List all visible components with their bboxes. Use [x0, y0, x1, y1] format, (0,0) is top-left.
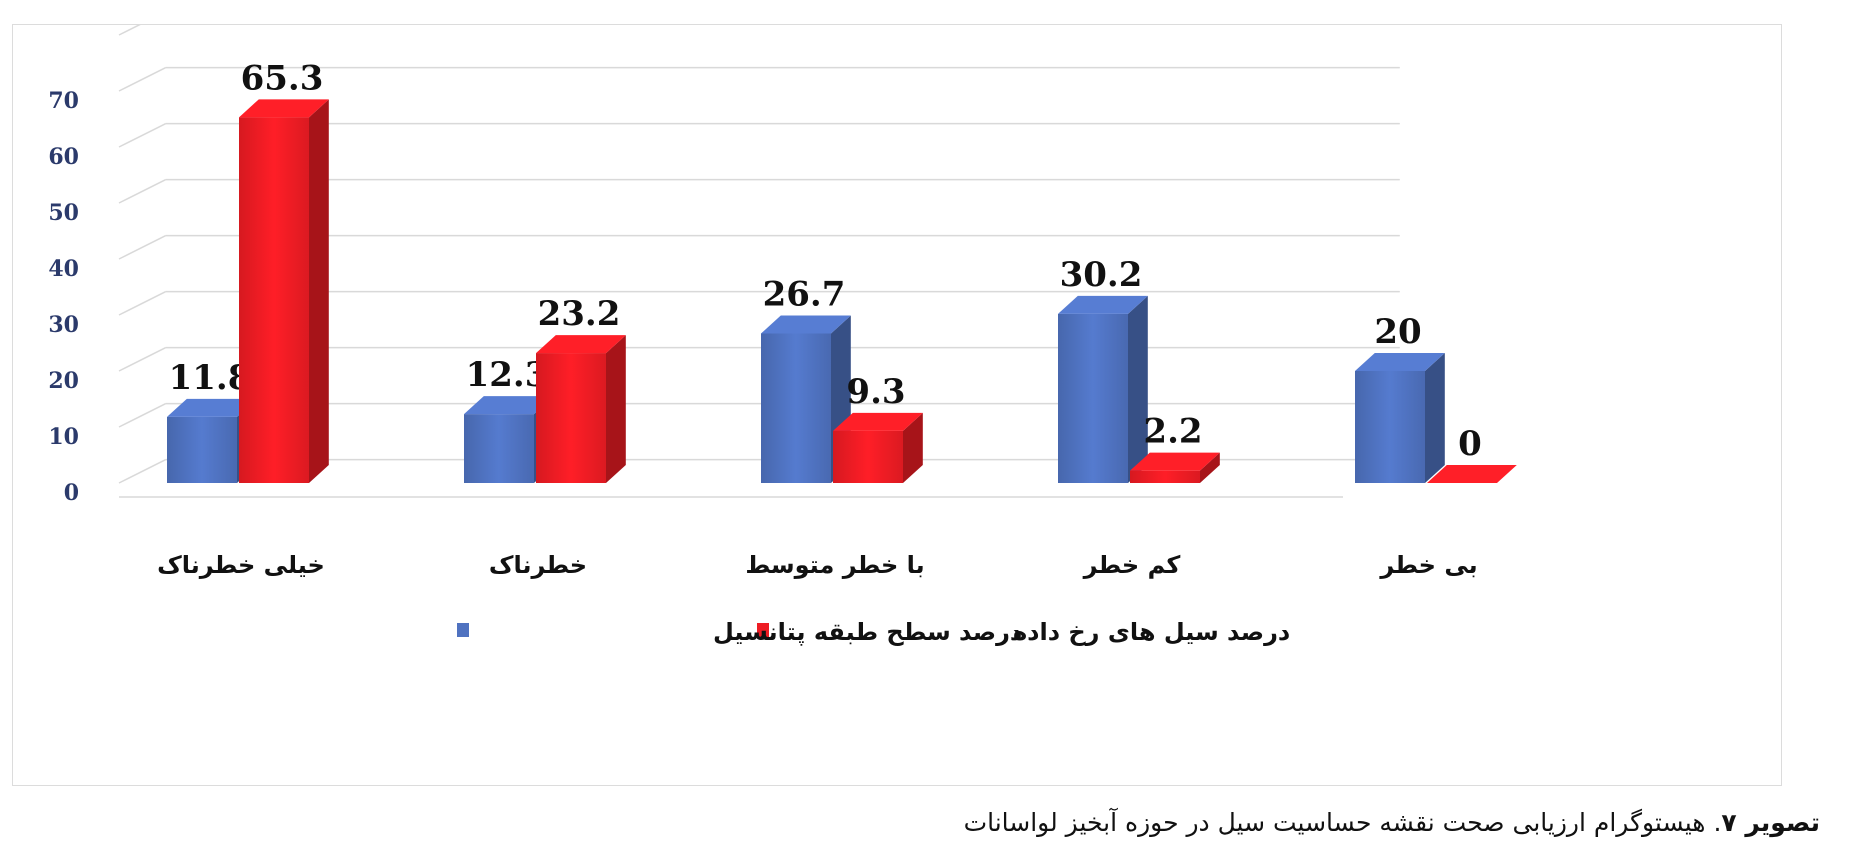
bar-top: [833, 412, 923, 431]
x-tick-label: بی خطر: [1379, 551, 1477, 579]
data-label: 9.3: [846, 372, 905, 412]
gridline-diagonal: [118, 234, 167, 260]
data-label: 11.8: [169, 358, 252, 398]
legend-label: درصد سطح طبقه پتانسیل: [713, 618, 1022, 646]
bar-front: [761, 333, 831, 483]
data-label: 2.2: [1143, 412, 1202, 452]
y-tick-label: 70: [48, 88, 79, 114]
gridline-diagonal: [118, 66, 167, 92]
data-label: 12.3: [466, 355, 549, 395]
gridline-diagonal: [118, 25, 141, 36]
bar-side: [1425, 353, 1445, 483]
gridline-diagonal: [118, 122, 167, 148]
bar-chart: 0 10 20 30 40 50 60 70 11.8 65.3 خیلی خطرناک 12.3 23…: [48, 25, 1517, 646]
legend-label: درصد سیل های رخ داده: [1013, 618, 1290, 646]
bar-flood-3: [1130, 452, 1220, 483]
bar-flood-2: [833, 412, 923, 483]
legend-swatch: [757, 623, 769, 637]
bar-top: [1427, 465, 1517, 483]
chart-frame: 0 10 20 30 40 50 60 70 11.8 65.3 خیلی خطرناک 12.3 23…: [12, 24, 1782, 786]
caption-text: . هیستوگرام ارزیابی صحت نقشه حساسیت سیل …: [963, 808, 1722, 837]
x-tick-label: خطرناک: [489, 551, 587, 579]
bar-top: [1355, 353, 1445, 371]
bar-side: [309, 99, 329, 483]
data-label: 23.2: [538, 294, 621, 334]
bar-front: [1130, 470, 1200, 483]
data-label: 26.7: [763, 274, 846, 314]
y-tick-label: 60: [48, 144, 79, 170]
bar-front: [536, 353, 606, 483]
figure-caption: تصویر ۷. هیستوگرام ارزیابی صحت نقشه حساس…: [964, 808, 1820, 837]
bar-front: [239, 117, 309, 483]
bar-potential-4: [1355, 353, 1445, 483]
bar-front: [464, 414, 534, 483]
bars: 11.8 65.3 خیلی خطرناک 12.3 23.2 خطرناک 26.7 9.3…: [157, 58, 1517, 579]
caption-prefix: تصویر ۷: [1721, 808, 1820, 837]
gridline-diagonal: [118, 458, 167, 484]
bar-front: [1058, 313, 1128, 483]
bar-flood-4: [1427, 465, 1517, 483]
bar-side: [606, 335, 626, 483]
bar-top: [1058, 295, 1148, 314]
bar-front: [1355, 371, 1425, 483]
gridline-diagonal: [118, 178, 167, 204]
data-label: 65.3: [241, 58, 324, 98]
bar-flood-1: [536, 335, 626, 483]
data-label: 30.2: [1060, 255, 1143, 295]
data-label: 0: [1458, 424, 1482, 464]
y-tick-label: 30: [48, 312, 79, 338]
bar-potential-3: [1058, 295, 1148, 483]
bar-front: [167, 416, 237, 483]
bar-top: [167, 398, 257, 417]
y-tick-label: 40: [48, 256, 79, 282]
bar-side: [1128, 295, 1148, 483]
y-tick-label: 0: [64, 480, 79, 506]
x-tick-label: کم خطر: [1083, 551, 1181, 579]
x-tick-label: خیلی خطرناک: [157, 551, 325, 579]
bar-side: [903, 412, 923, 483]
bar-top: [239, 99, 329, 118]
legend-swatch: [457, 623, 469, 637]
x-tick-label: با خطر متوسط: [745, 551, 924, 579]
y-tick-label: 20: [48, 368, 79, 394]
bar-top: [536, 335, 626, 354]
y-tick-label: 10: [48, 424, 79, 450]
data-label: 20: [1374, 312, 1421, 352]
legend-item: درصد سیل های رخ داده: [757, 618, 1290, 646]
bar-side: [1200, 452, 1220, 483]
bar-front: [833, 430, 903, 483]
gridline-diagonal: [118, 346, 167, 372]
bar-top: [464, 396, 554, 415]
bar-top: [761, 315, 851, 334]
y-tick-label: 50: [48, 200, 79, 226]
bar-top: [1130, 452, 1220, 471]
gridline-diagonal: [118, 402, 167, 428]
gridline-diagonal: [118, 290, 167, 316]
bar-flood-0: [239, 99, 329, 483]
legend-item: درصد سطح طبقه پتانسیل: [457, 618, 1022, 646]
y-axis: 0 10 20 30 40 50 60 70: [48, 88, 79, 506]
